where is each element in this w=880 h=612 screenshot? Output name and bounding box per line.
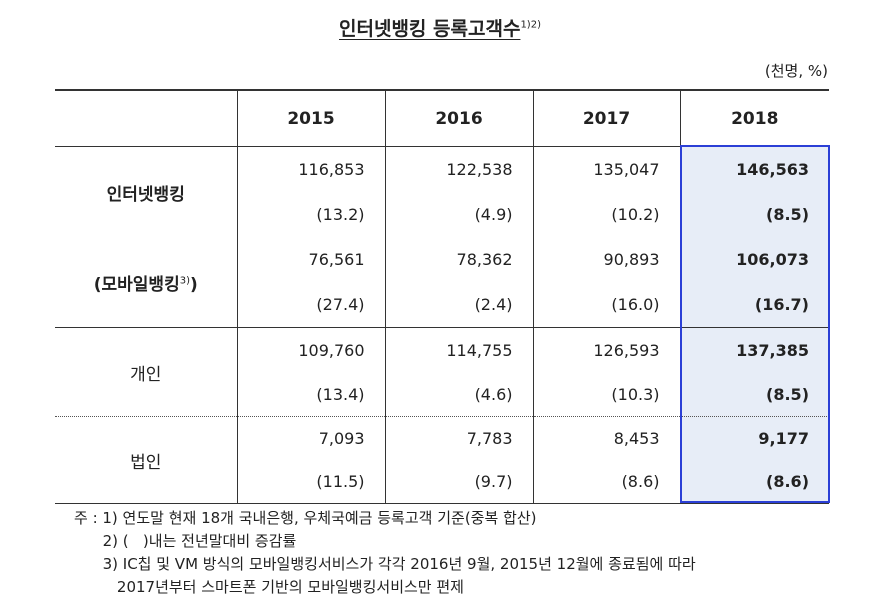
footnote: 2) ( )내는 전년말대비 증감률 <box>74 532 297 550</box>
rate-cell: (16.7) <box>679 282 829 328</box>
rate-cell: (13.4) <box>236 372 385 417</box>
table-row: (13.2) (4.9) (10.2) (8.5) <box>55 192 829 237</box>
value-cell: 7,783 <box>384 416 533 460</box>
table-row: 인터넷뱅킹 116,853 122,538 135,047 146,563 <box>55 146 829 205</box>
rate-cell: (8.5) <box>679 372 829 417</box>
value-cell: 135,047 <box>532 146 680 192</box>
title-footnote-ref: 1)2) <box>520 19 541 31</box>
table-row: (모바일뱅킹3)) 76,561 78,362 90,893 106,073 <box>55 237 829 295</box>
mobile-label-text: (모바일뱅킹 <box>93 274 180 295</box>
value-cell: 114,755 <box>384 327 533 372</box>
footnote: 3) IC칩 및 VM 방식의 모바일뱅킹서비스가 각각 2016년 9월, 2… <box>74 555 696 573</box>
value-cell: 116,853 <box>236 146 385 192</box>
value-cell: 146,563 <box>679 146 829 192</box>
unit-label: (천명, %) <box>764 62 828 80</box>
value-cell: 106,073 <box>679 237 829 282</box>
value-cell: 126,593 <box>532 327 680 372</box>
value-cell: 8,453 <box>532 416 680 460</box>
rate-cell: (10.3) <box>532 372 680 417</box>
row-label-personal: 개인 <box>55 327 237 417</box>
value-cell: 76,561 <box>236 237 385 282</box>
header-row: 2015 2016 2017 2018 <box>55 89 829 147</box>
rate-cell: (4.6) <box>384 372 533 417</box>
rate-cell: (2.4) <box>384 282 533 328</box>
year-header: 2015 <box>236 89 385 147</box>
mobile-label-close: ) <box>189 274 198 295</box>
value-cell: 137,385 <box>679 327 829 372</box>
table-row: (27.4) (2.4) (16.0) (16.7) <box>55 282 829 328</box>
rate-cell: (11.5) <box>236 460 385 504</box>
rate-cell: (13.2) <box>236 192 385 237</box>
statistics-table: 2015 2016 2017 2018 인터넷뱅킹 116,853 122,53… <box>55 89 829 504</box>
table-title: 인터넷뱅킹 등록고객수1)2) <box>0 14 880 41</box>
value-cell: 90,893 <box>532 237 680 282</box>
footnote: 2017년부터 스마트폰 기반의 모바일뱅킹서비스만 편제 <box>74 578 464 596</box>
table-row: (11.5) (9.7) (8.6) (8.6) <box>55 460 829 504</box>
table-row: (13.4) (4.6) (10.3) (8.5) <box>55 372 829 417</box>
value-cell: 122,538 <box>384 146 533 192</box>
year-header: 2016 <box>384 89 533 147</box>
rate-cell: (16.0) <box>532 282 680 328</box>
rate-cell: (8.6) <box>679 460 829 504</box>
footnotes: 주 : 1) 연도말 현재 18개 국내은행, 우체국예금 등록고객 기준(중복… <box>74 507 696 599</box>
value-cell: 78,362 <box>384 237 533 282</box>
row-label-corporate: 법인 <box>55 416 237 504</box>
rate-cell: (8.5) <box>679 192 829 237</box>
rate-cell: (9.7) <box>384 460 533 504</box>
row-label-internet: 인터넷뱅킹 <box>106 184 185 205</box>
table-row: 법인 7,093 7,783 8,453 9,177 <box>55 416 829 504</box>
year-header: 2018 <box>679 89 829 147</box>
footnote: 주 : 1) 연도말 현재 18개 국내은행, 우체국예금 등록고객 기준(중복… <box>74 509 537 527</box>
value-cell: 9,177 <box>679 416 829 460</box>
value-cell: 109,760 <box>236 327 385 372</box>
footnote-ref: 3) <box>179 274 190 286</box>
table-row: 개인 109,760 114,755 126,593 137,385 <box>55 327 829 417</box>
rate-cell: (4.9) <box>384 192 533 237</box>
header-blank <box>55 89 237 147</box>
row-label-mobile: (모바일뱅킹3)) <box>55 237 237 328</box>
rate-cell: (10.2) <box>532 192 680 237</box>
rate-cell: (8.6) <box>532 460 680 504</box>
title-text: 인터넷뱅킹 등록고객수 <box>339 18 521 40</box>
rate-cell: (27.4) <box>236 282 385 328</box>
year-header: 2017 <box>532 89 680 147</box>
value-cell: 7,093 <box>236 416 385 460</box>
